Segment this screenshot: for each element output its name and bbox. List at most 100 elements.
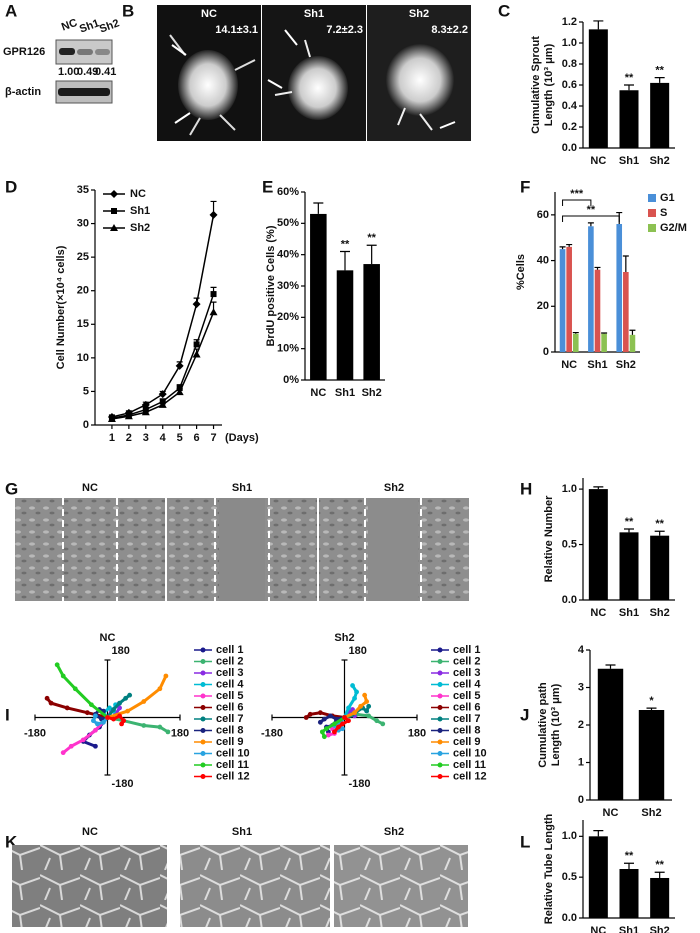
legend-label: cell 10 [216,747,250,759]
bar [619,869,639,918]
bar [572,333,579,352]
legend-marker [200,693,206,699]
error-bar [594,266,601,270]
legend-marker [437,693,443,699]
track-point [350,683,355,688]
panel-label: F [520,177,530,196]
track-point [80,737,86,743]
bar [588,489,608,600]
bar [650,877,670,918]
bar [336,270,354,380]
legend-label: cell 12 [216,770,250,782]
track-point [157,686,163,692]
track-point [307,711,313,717]
track-point [93,743,98,749]
track-point [93,727,98,733]
track-point [91,718,96,724]
legend-marker [200,705,206,710]
legend-label: cell 9 [453,736,481,748]
track-point [157,724,163,730]
image-annotation: 14.1±3.1 [215,24,258,36]
track-point [125,708,131,714]
significance: ** [625,516,634,528]
y-tick-label: 1.0 [562,483,577,495]
legend-marker [437,716,443,722]
track-point [317,710,323,716]
band [58,88,110,96]
legend-label: cell 3 [453,667,481,679]
legend-label: cell 10 [453,747,487,759]
marker [192,350,201,358]
legend-marker [200,659,206,664]
legend-label: cell 6 [453,701,481,713]
y-tick-label: 0.5 [562,538,577,550]
track-point [88,702,94,708]
legend-label: cell 11 [453,759,486,771]
image-label: Sh1 [304,8,324,20]
bar [588,29,608,149]
y-tick-label: 0% [283,374,299,386]
track-point [352,710,357,716]
error-bar [593,486,604,490]
y-tick-label: 25 [77,251,89,263]
track-point [107,705,112,711]
y-axis-label: Relative Number [543,495,555,583]
series-line [111,214,215,418]
error-bar [629,329,636,335]
track-point [111,716,116,722]
x-tick-label: 5 [177,432,183,444]
row-label: GPR126 [3,46,45,58]
legend-label: cell 12 [453,770,487,782]
track-point [165,729,171,735]
legend-marker [437,762,443,768]
x-tick-label: Sh1 [335,387,355,399]
error-bar [587,222,594,227]
track-point [93,713,98,719]
legend-label: cell 7 [216,713,244,725]
y-tick-label: 0.5 [562,871,577,883]
legend-label: G2/M [660,222,687,234]
y-tick-label: 0.4 [562,100,578,112]
quant: 0.49 [77,66,98,78]
quant: 0.41 [95,66,116,78]
legend-label: cell 8 [216,724,244,736]
legend-label: cell 1 [453,644,481,656]
track-point [364,699,370,704]
track-point [366,713,372,719]
y-axis-label: Length (10³ μm) [543,43,555,126]
x-tick-label: -180 [261,727,283,739]
bar [566,246,572,352]
image-label: NC [82,826,98,838]
panel-label: I [5,705,10,724]
legend-swatch [648,209,656,217]
legend-marker [200,682,206,687]
legend-swatch [648,194,656,202]
track-point [117,713,122,719]
error-bar [559,246,566,250]
legend-marker [200,762,206,768]
marker [158,400,167,408]
x-tick-label: NC [590,925,606,933]
track-point [60,673,66,679]
lane-label: Sh2 [98,17,121,35]
x-tick-label: Sh1 [619,607,639,619]
legend-marker [437,728,443,733]
track-point [340,726,345,732]
error-bar [313,202,324,214]
bar [623,272,629,352]
track-point [332,729,337,735]
image-k [12,845,468,927]
error-bar [654,871,665,878]
legend-marker [200,774,206,779]
y-tick-label: 2 [578,719,584,731]
legend-label: Sh1 [130,205,150,217]
track-point [68,743,74,749]
x-tick-label: -180 [24,727,46,739]
track-point [119,721,124,727]
y-tick-label: 0 [578,794,584,806]
y-tick-label: 30% [277,280,299,292]
x-tick-label: Sh1 [587,359,607,371]
bar [650,535,670,600]
y-tick-label: 35 [77,184,89,196]
